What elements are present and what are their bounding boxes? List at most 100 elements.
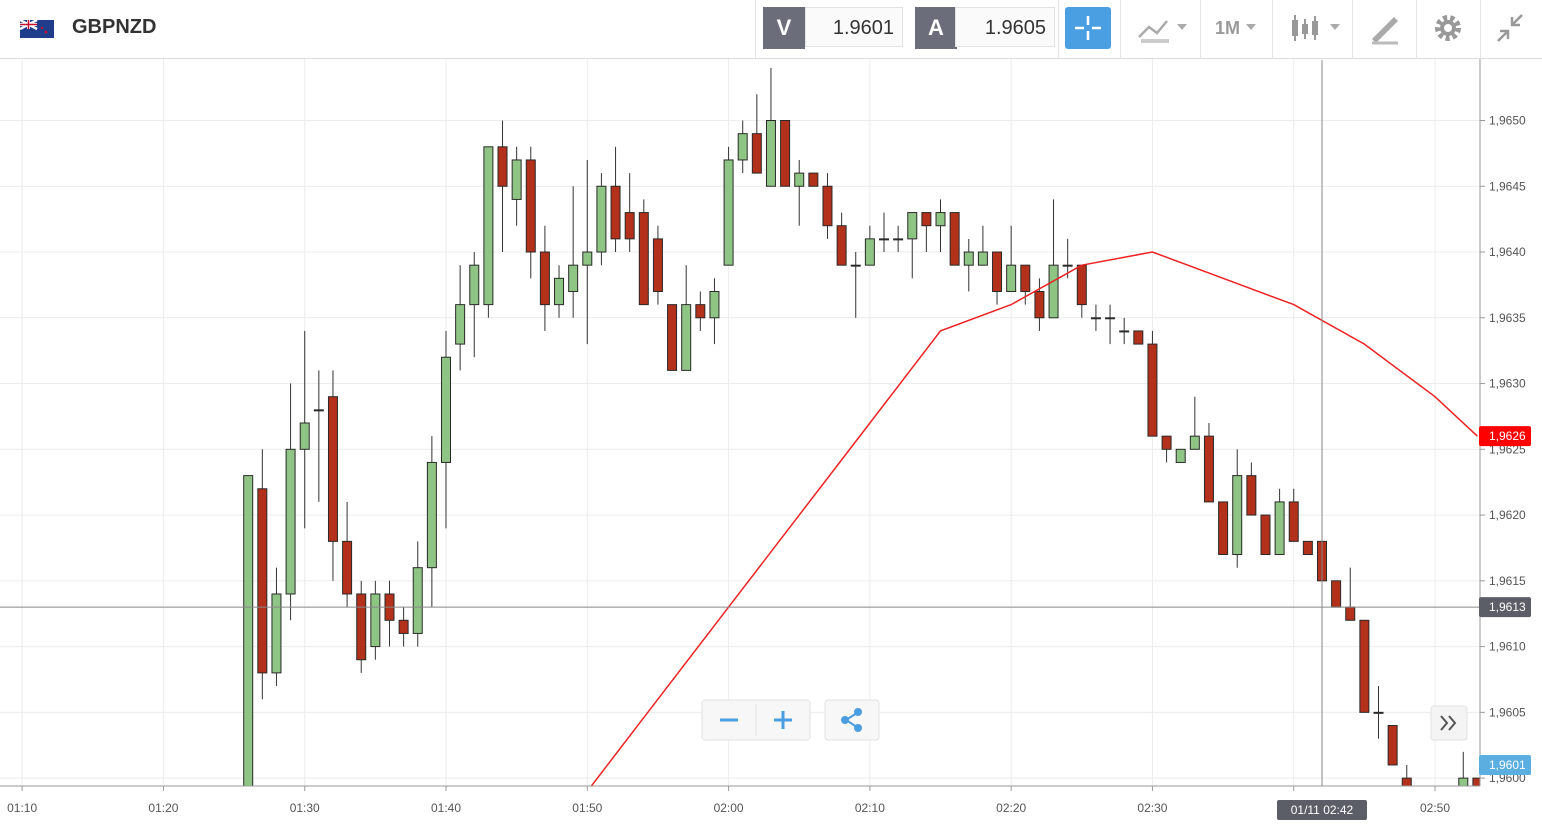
candle-body: [582, 251, 593, 266]
candle-body: [977, 251, 988, 266]
candle-body: [864, 238, 875, 266]
candle-body: [271, 593, 282, 674]
candle-body: [596, 185, 607, 253]
candle-body: [1302, 540, 1313, 556]
candle-body: [921, 212, 932, 227]
candle-body: [313, 409, 324, 412]
crosshair-time-tag: [1276, 800, 1367, 820]
scroll-right-icon: [1440, 715, 1457, 731]
candle-body: [765, 120, 776, 187]
candle-body: [1274, 501, 1285, 556]
crosshair-time-label: 01/11 02:42: [1291, 803, 1354, 817]
zoom-in-button[interactable]: [774, 711, 792, 729]
candle-body: [1189, 435, 1200, 450]
flag: [20, 20, 54, 38]
separator: [1120, 0, 1121, 58]
candle-body: [1401, 777, 1412, 786]
candle-body: [723, 159, 734, 266]
x-tick-label: 02:00: [714, 801, 744, 815]
candle-body: [638, 212, 649, 306]
candle-body: [893, 238, 904, 241]
timeframe-caret: [1246, 24, 1256, 30]
x-tick-label: 02:50: [1420, 801, 1450, 815]
candle-body: [1345, 606, 1356, 621]
candle-body: [1090, 317, 1101, 320]
candle-body: [568, 264, 579, 292]
candle-body: [1387, 725, 1398, 766]
candle-body: [1119, 330, 1130, 333]
candle-body: [455, 304, 466, 345]
y-tick-label: 1,9610: [1489, 640, 1526, 654]
candle-body: [836, 225, 847, 266]
candle-body: [992, 251, 1003, 292]
separator: [1272, 0, 1273, 58]
x-tick-label: 01:40: [431, 801, 461, 815]
candle-body: [511, 159, 522, 200]
candle-body: [1232, 475, 1243, 556]
settings-button[interactable]: [1432, 7, 1466, 49]
y-tick-label: 1,9635: [1489, 311, 1526, 325]
y-tick-label: 1,9645: [1489, 179, 1526, 193]
candle-body: [483, 146, 494, 306]
bid-label[interactable]: V: [763, 7, 805, 49]
ask-label[interactable]: A: [915, 7, 957, 49]
y-tick-label: 1,9630: [1489, 377, 1526, 391]
timeframe-button[interactable]: 1M: [1215, 18, 1241, 38]
crosshair-button[interactable]: [1065, 7, 1111, 49]
price-tag: [1479, 754, 1531, 775]
candle-body: [398, 619, 409, 634]
candle-body: [257, 488, 268, 674]
candle-body: [1260, 514, 1271, 556]
plot-area: [0, 60, 1480, 786]
candle-body: [412, 567, 423, 634]
share-icon: [841, 708, 862, 732]
x-tick-label: 02:30: [1137, 801, 1167, 815]
candle-body: [1133, 330, 1144, 345]
candle-body: [709, 290, 720, 319]
price-tag: [1479, 597, 1531, 618]
candle-body: [539, 251, 550, 306]
candle-body: [285, 448, 296, 595]
candle-body: [1288, 501, 1299, 542]
candle-body: [1218, 501, 1229, 556]
y-tick-label: 1,9650: [1489, 114, 1526, 128]
scroll-right-button[interactable]: [1430, 705, 1468, 741]
x-tick-label: 01:50: [572, 801, 602, 815]
chart-type-button[interactable]: [1135, 7, 1191, 49]
separator: [1480, 0, 1481, 58]
x-tick-label: 02:10: [855, 801, 885, 815]
candle-style-button[interactable]: [1288, 7, 1344, 49]
candle-body: [1175, 448, 1186, 463]
collapse-button[interactable]: [1494, 7, 1528, 49]
candle-body: [878, 238, 889, 241]
draw-button[interactable]: [1368, 7, 1402, 49]
candle-body: [652, 238, 663, 292]
candle-body: [497, 146, 508, 187]
candle-body: [554, 277, 565, 306]
bid-price[interactable]: 1.9601: [805, 7, 903, 47]
candle-body: [794, 172, 805, 187]
candle-body: [681, 304, 692, 371]
candle-body: [370, 593, 381, 648]
candle-body: [695, 304, 706, 319]
y-tick-label: 1,9605: [1489, 705, 1526, 719]
candle-body: [243, 475, 254, 786]
candle-body: [426, 461, 437, 569]
symbol: GBPNZD: [72, 16, 157, 38]
candle-body: [667, 304, 678, 371]
y-tick-label: 1,9620: [1489, 508, 1526, 522]
separator: [1058, 0, 1059, 58]
candle-body: [1147, 343, 1158, 437]
candle-body: [342, 540, 353, 595]
candle-body: [1062, 264, 1073, 267]
grid: [0, 59, 1480, 786]
ask-price[interactable]: 1.9605: [955, 7, 1055, 47]
price-tag: [1479, 426, 1531, 447]
candle-body: [1331, 580, 1342, 608]
candle-body: [525, 159, 536, 253]
share-button[interactable]: [824, 699, 880, 741]
candle-body: [1472, 777, 1480, 786]
x-tick-label: 01:10: [7, 801, 37, 815]
separator: [1352, 0, 1353, 58]
